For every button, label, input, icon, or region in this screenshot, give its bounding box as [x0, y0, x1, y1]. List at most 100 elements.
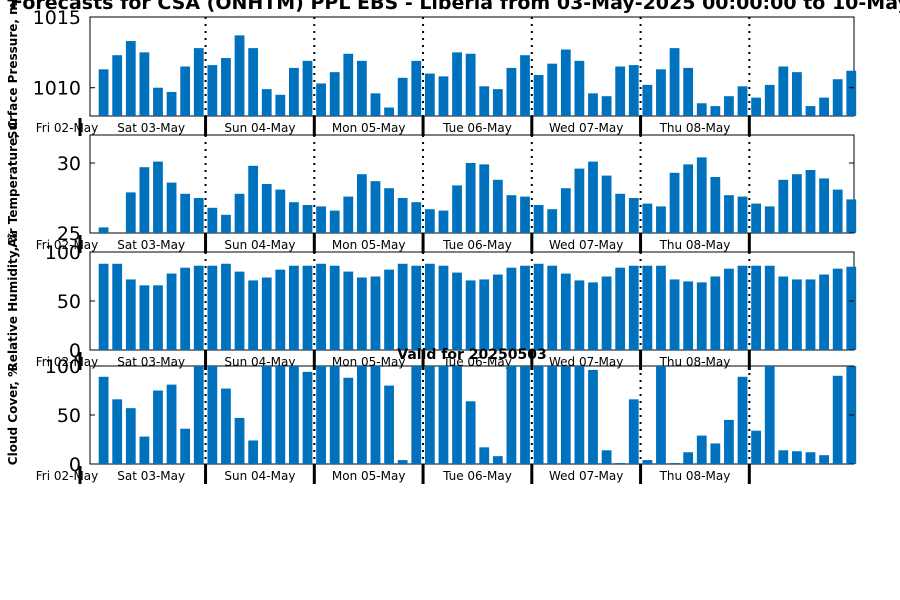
bar [492, 179, 503, 233]
bar [764, 206, 775, 233]
bar [112, 263, 123, 350]
bar [153, 285, 163, 350]
bar [125, 408, 136, 464]
bar [316, 83, 326, 116]
bar [302, 371, 313, 464]
bar [166, 384, 177, 464]
bar [153, 390, 163, 464]
bar [669, 279, 680, 350]
bar [574, 366, 585, 464]
bar [737, 196, 748, 233]
y-tick-label: 1010 [33, 78, 81, 100]
bar [275, 94, 286, 116]
x-tick-label: Wed 07-May [549, 238, 623, 252]
bar [98, 376, 109, 464]
bar [533, 366, 544, 464]
bar [411, 202, 422, 233]
bar [356, 60, 367, 116]
bar [832, 375, 843, 464]
bar [370, 181, 381, 233]
x-tick-label: Fri 02-May [36, 121, 99, 135]
bar [411, 366, 422, 464]
bar [737, 265, 748, 350]
bar [207, 207, 218, 233]
bar [384, 269, 394, 350]
x-tick-label: Mon 05-May [332, 121, 406, 135]
bar [316, 263, 326, 350]
y-tick-label: 100 [45, 242, 81, 264]
bar [275, 269, 286, 350]
bar [125, 192, 136, 233]
bar [180, 66, 191, 116]
bar [805, 170, 816, 233]
x-tick-label: Fri 02-May [36, 355, 99, 369]
bar [329, 366, 340, 464]
bar [302, 205, 313, 233]
y-tick-label: 30 [57, 153, 81, 175]
bar [492, 274, 503, 350]
bar [193, 366, 204, 464]
bar [669, 463, 680, 464]
x-tick-label: Wed 07-May [549, 121, 623, 135]
y-axis-label: Cloud Cover, % [6, 365, 20, 465]
bar [520, 55, 530, 116]
bar [248, 440, 259, 464]
bar [98, 263, 109, 350]
bar [588, 93, 598, 116]
bar [832, 189, 843, 233]
bar [574, 168, 585, 233]
bar [193, 198, 204, 233]
bar [710, 106, 721, 116]
bar [764, 265, 775, 350]
y-tick-label: 50 [57, 405, 81, 427]
bar [261, 366, 272, 464]
bar [683, 281, 694, 350]
bar [166, 182, 177, 233]
bar [397, 263, 408, 350]
bar [166, 91, 177, 116]
bar [696, 282, 707, 350]
cloud-cover-chart: Valid for 20250503 Cloud Cover, % Fri 02… [6, 347, 857, 484]
bar [492, 456, 503, 464]
bar [234, 193, 245, 233]
y-tick-label: 25 [57, 223, 81, 245]
bar [846, 199, 857, 233]
bar [153, 87, 163, 116]
x-tick-label: Sun 04-May [224, 121, 295, 135]
bar [819, 97, 829, 116]
bar [370, 276, 381, 350]
bar [397, 460, 408, 464]
bar [805, 452, 816, 464]
x-tick-label: Fri 02-May [36, 469, 99, 483]
bar [438, 366, 449, 464]
bar [207, 265, 218, 350]
bar [560, 273, 571, 350]
bar [275, 189, 286, 233]
bar [520, 196, 530, 233]
x-tick-label: Sun 04-May [224, 469, 295, 483]
bar [343, 53, 354, 116]
bar [615, 66, 626, 116]
figure-title: Forecasts for CSA (ONHTM) PPL EBS - Libe… [10, 0, 900, 14]
bar [628, 399, 639, 464]
bar [289, 366, 299, 464]
bar [465, 280, 476, 350]
bar [397, 77, 408, 116]
bar [642, 460, 653, 464]
x-tick-label: Thu 08-May [659, 238, 731, 252]
y-axis-label: Air Temperature, C [6, 120, 20, 248]
bar [492, 89, 503, 116]
bar [452, 272, 462, 350]
bar [343, 196, 354, 233]
bar [316, 206, 326, 233]
bar [289, 202, 299, 233]
bar [411, 60, 422, 116]
bar [112, 55, 123, 116]
bar [710, 177, 721, 233]
bar [642, 203, 653, 233]
bar [547, 63, 558, 116]
bar [452, 366, 462, 464]
y-tick-label: 100 [45, 356, 81, 378]
bar [805, 106, 816, 116]
